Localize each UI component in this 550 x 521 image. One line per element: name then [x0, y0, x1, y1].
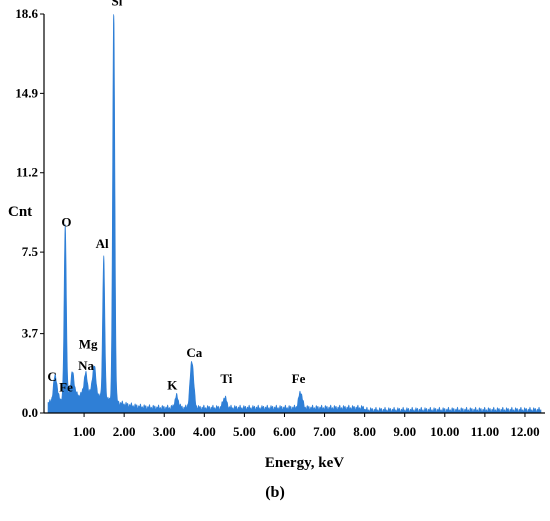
peak-label-al: Al — [96, 236, 109, 251]
y-tick-label: 14.9 — [15, 85, 38, 100]
peak-label-na: Na — [78, 358, 94, 373]
x-tick-label: 8.00 — [353, 424, 376, 439]
peak-label-fe: Fe — [59, 380, 73, 395]
figure-caption: (b) — [265, 484, 285, 501]
spectrum-series — [47, 14, 542, 414]
x-tick-label: 4.00 — [193, 424, 216, 439]
peak-label-o: O — [61, 214, 71, 229]
x-axis-title: Energy, keV — [265, 455, 344, 471]
peak-label-ca: Ca — [186, 345, 202, 360]
y-tick-label: 7.5 — [22, 244, 39, 259]
x-tick-label: 5.00 — [233, 424, 256, 439]
y-tick-label: 0.0 — [22, 405, 38, 420]
x-tick-label: 6.00 — [273, 424, 296, 439]
peak-label-mg: Mg — [79, 337, 98, 352]
peak-label-si: Si — [112, 0, 123, 8]
x-tick-label: 10.00 — [430, 424, 459, 439]
x-tick-label: 3.00 — [153, 424, 176, 439]
peak-label-c: C — [47, 369, 56, 384]
peak-label-k: K — [167, 377, 178, 392]
x-tick-label: 7.00 — [313, 424, 336, 439]
x-tick-label: 2.00 — [113, 424, 136, 439]
x-tick-label: 1.00 — [73, 424, 96, 439]
x-tick-label: 12.00 — [510, 424, 539, 439]
x-tick-label: 9.00 — [393, 424, 416, 439]
peak-label-ti: Ti — [220, 371, 232, 386]
x-tick-label: 11.00 — [471, 424, 500, 439]
y-tick-label: 18.6 — [15, 6, 38, 21]
plot-layer: 0.0 3.7 7.5 11.2 14.9 18.6 1.00 2.00 3.00 4.00 5.0… — [8, 0, 545, 471]
y-tick-label: 11.2 — [16, 165, 38, 180]
y-axis-title: Cnt — [8, 204, 32, 220]
y-tick-label: 3.7 — [22, 326, 39, 341]
peak-label-fe: Fe — [292, 371, 306, 386]
